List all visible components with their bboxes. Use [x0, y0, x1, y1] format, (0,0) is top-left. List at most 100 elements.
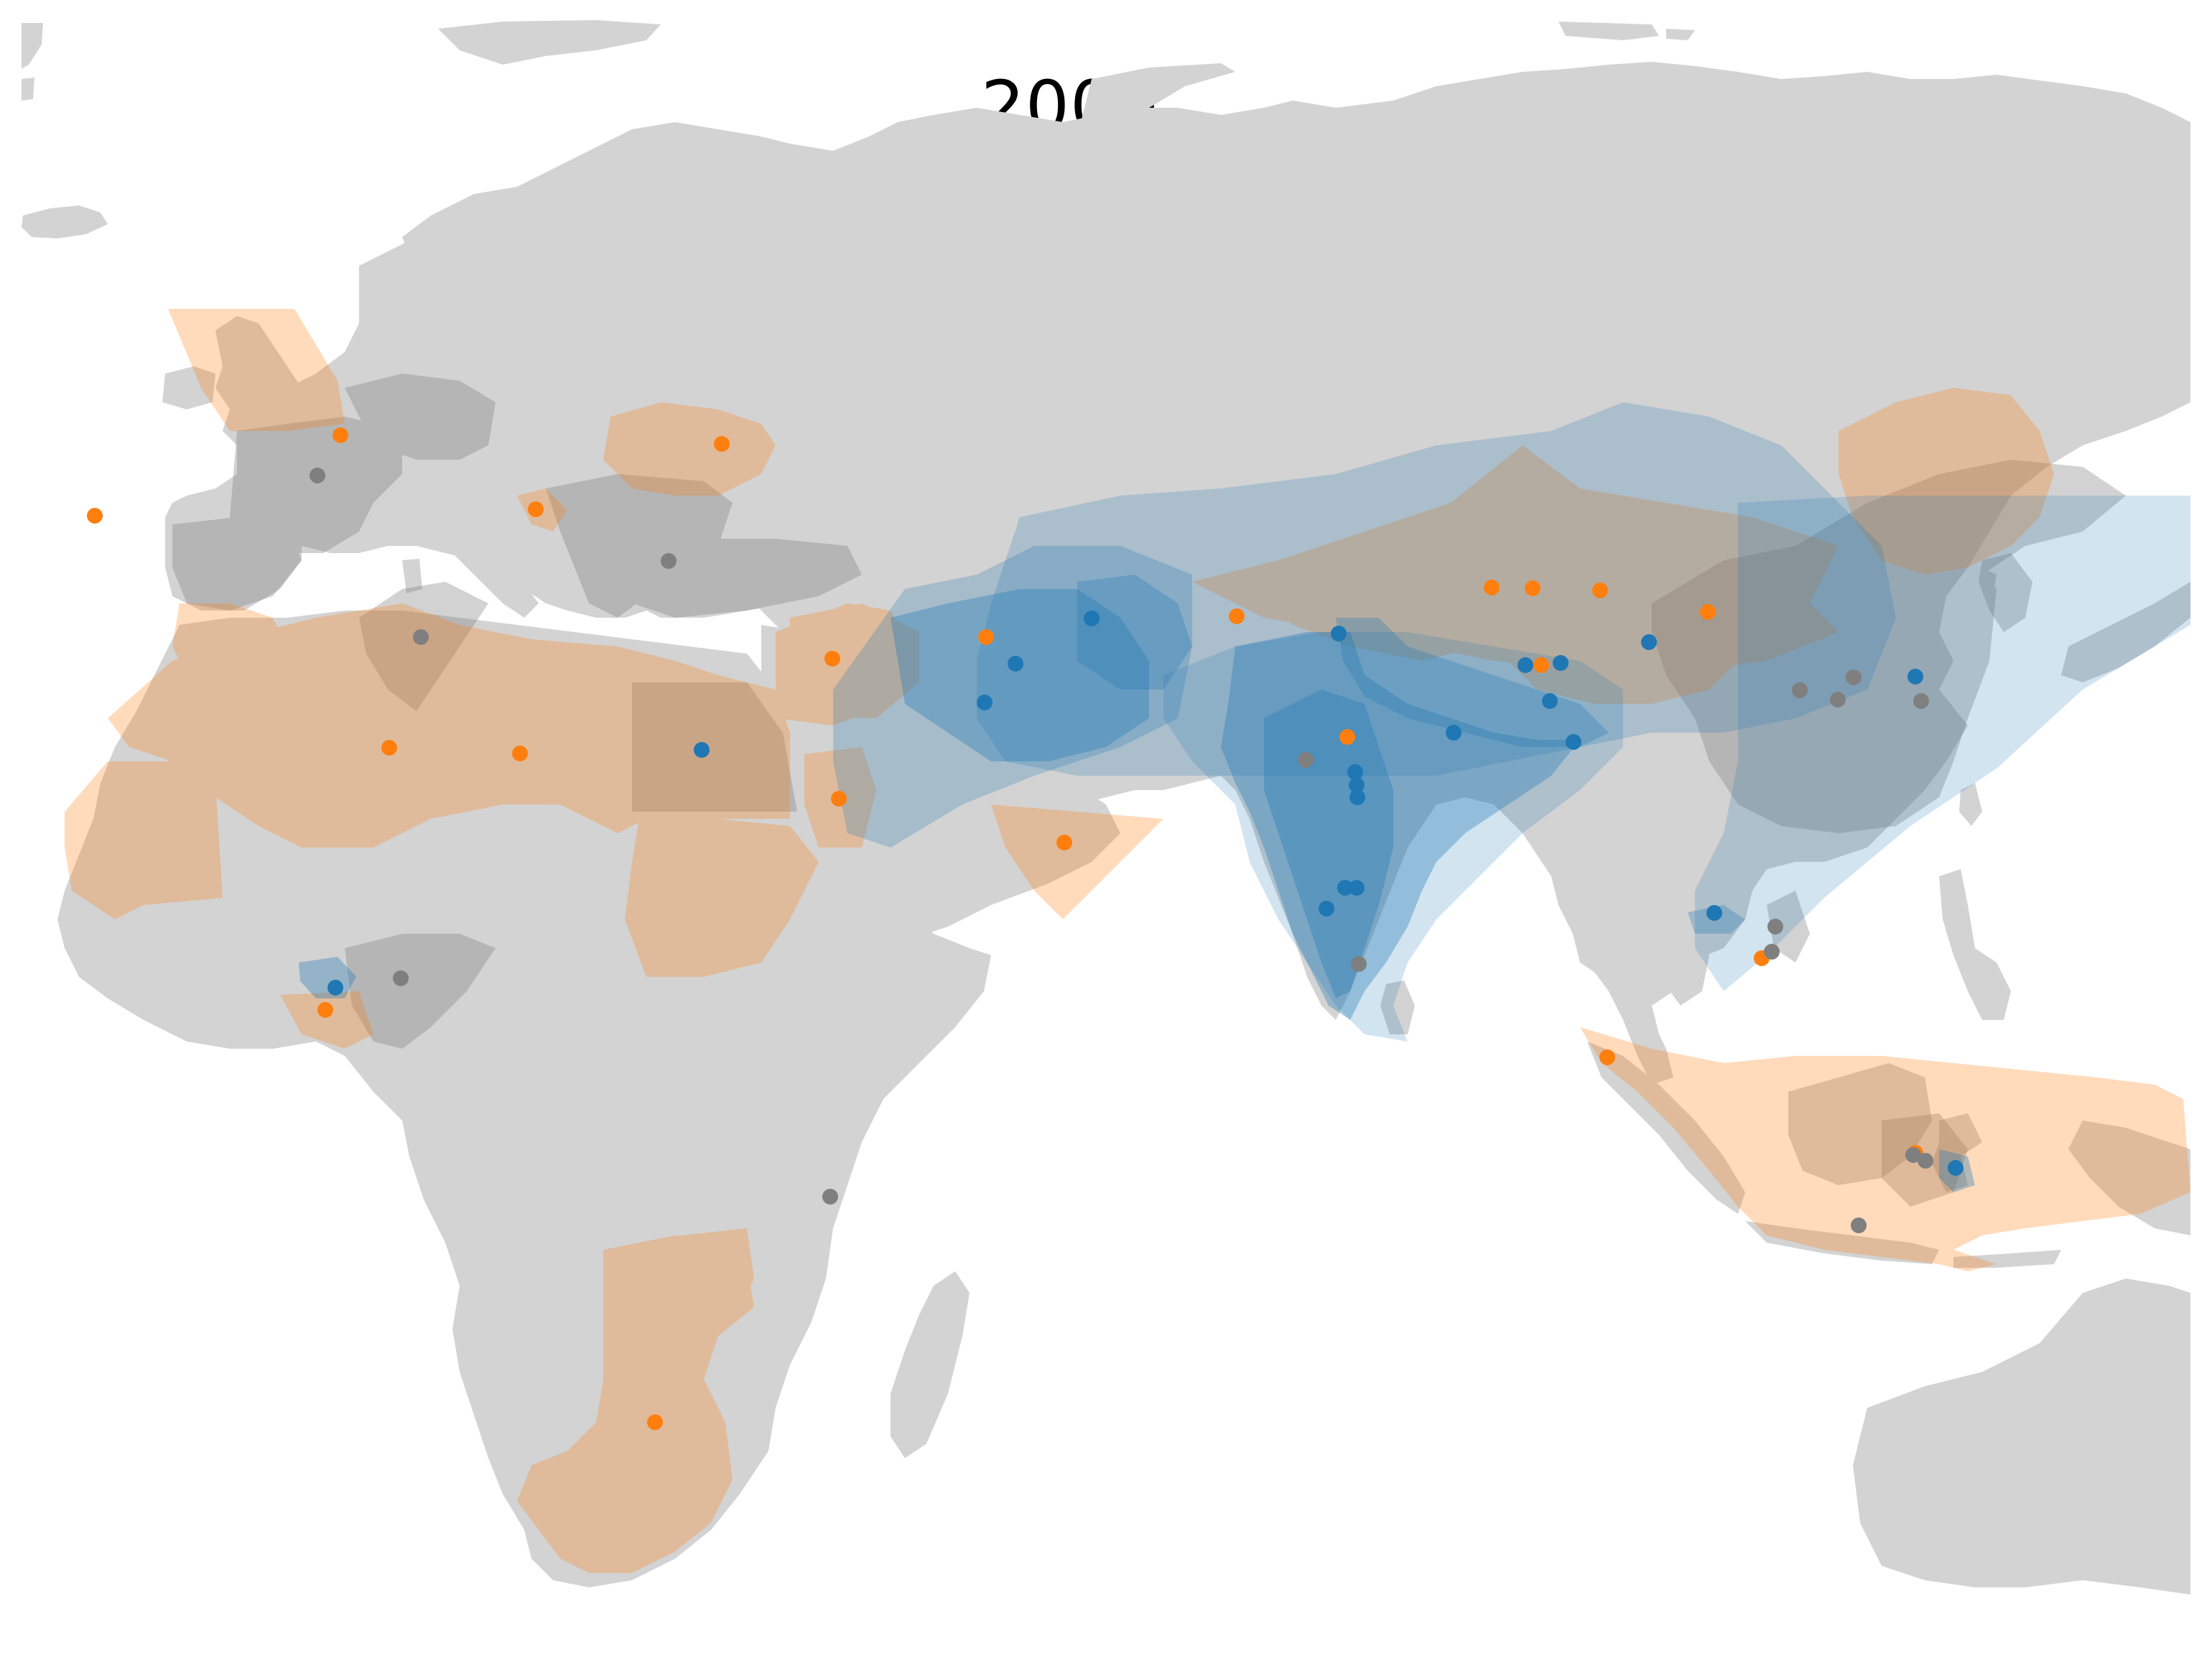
gray-region-nigeria — [345, 934, 496, 1049]
orange-region-north-africa — [108, 603, 790, 848]
landmass-japan — [2061, 582, 2190, 682]
marker-blue-21 — [1948, 1160, 1964, 1176]
blue-region-middle-east-wide — [833, 546, 1192, 848]
marker-orange-21 — [1599, 1049, 1615, 1065]
marker-orange-16 — [1592, 583, 1608, 598]
marker-blue-15 — [1349, 777, 1365, 793]
marker-orange-5 — [381, 740, 397, 756]
blue-region-india — [1221, 632, 1580, 1020]
landmass-arctic-west — [22, 23, 43, 101]
gray-region-france — [230, 417, 402, 553]
orange-region-layer — [65, 309, 2190, 1573]
gray-region-china-east — [1795, 532, 1997, 776]
marker-orange-12 — [647, 1414, 663, 1430]
landmass-franz-josef — [1558, 22, 1695, 40]
landmass-java — [1745, 1221, 1939, 1264]
landmass-sardinia — [402, 559, 422, 593]
marker-blue-8 — [1518, 657, 1533, 673]
marker-blue-9 — [1553, 655, 1569, 671]
marker-blue-16 — [1349, 789, 1365, 805]
marker-blue-4 — [1008, 656, 1023, 672]
marker-orange-11 — [317, 1002, 333, 1018]
marker-blue-19 — [1319, 901, 1334, 917]
orange-region-mali — [65, 761, 223, 919]
landmass-madagascar — [891, 1271, 970, 1458]
blue-region-central-asia-wide — [977, 402, 1896, 776]
marker-blue-20 — [1706, 905, 1722, 921]
marker-orange-17 — [1700, 604, 1716, 620]
orange-region-iraq-levant — [790, 603, 919, 718]
orange-marker-layer — [87, 427, 1923, 1430]
landmass-eurasia — [165, 62, 2190, 1049]
orange-region-western-china — [1264, 546, 1508, 661]
marker-gray-13 — [1764, 944, 1780, 960]
landmass-great-britain — [215, 316, 323, 438]
landmass-anatolia — [618, 539, 862, 618]
gray-marker-layer — [310, 468, 1933, 1233]
orange-region-indonesia — [1580, 1027, 2190, 1271]
land-layer — [22, 20, 2190, 1595]
orange-region-morocco — [172, 603, 287, 690]
marker-gray-6 — [1298, 752, 1314, 768]
gray-region-china-north — [1795, 460, 2126, 589]
gray-region-iberia — [172, 517, 302, 611]
marker-blue-13 — [1907, 669, 1923, 685]
orange-region-sudan — [625, 819, 819, 977]
marker-gray-15 — [1918, 1153, 1933, 1169]
landmass-italy — [402, 496, 539, 618]
landmass-sulawesi — [1932, 1113, 1982, 1192]
landmass-indochina — [1551, 848, 1709, 1085]
gray-region-tunisia — [359, 582, 488, 711]
gray-region-vietnam — [1767, 891, 1810, 962]
gray-region-china — [1652, 539, 1997, 833]
landmass-borneo — [1788, 1063, 1932, 1185]
marker-orange-6 — [512, 746, 528, 761]
marker-orange-18 — [1533, 657, 1549, 673]
marker-gray-5 — [822, 1189, 838, 1205]
orange-region-oman — [991, 804, 1163, 919]
blue-region-afghanistan — [1077, 575, 1192, 690]
marker-blue-11 — [1566, 734, 1581, 750]
landmass-iceland — [22, 205, 108, 238]
blue-region-east-asia-wide — [1695, 496, 2190, 991]
orange-region-tibet — [1508, 589, 1738, 704]
gray-region-central-europe — [345, 374, 496, 460]
marker-orange-9 — [831, 791, 847, 807]
marker-gray-10 — [1846, 669, 1862, 685]
landmass-australia — [1853, 1279, 2190, 1595]
orange-region-mongolia — [1479, 488, 1839, 646]
marker-gray-9 — [1830, 692, 1846, 708]
marker-orange-15 — [1525, 580, 1540, 596]
blue-marker-layer — [327, 611, 1964, 1176]
landmass-svalbard — [438, 20, 661, 65]
blue-region-south-asia-outer — [1163, 632, 1623, 1042]
marker-gray-8 — [1792, 682, 1808, 698]
marker-orange-13 — [1229, 608, 1245, 624]
gray-region-egypt — [632, 682, 797, 812]
marker-orange-3 — [714, 436, 730, 452]
marker-blue-2 — [694, 742, 710, 758]
orange-region-nigeria — [280, 991, 373, 1049]
landmass-sumatra — [1587, 1042, 1745, 1214]
marker-blue-7 — [1446, 725, 1462, 741]
orange-region-zimbabwe — [675, 1228, 754, 1314]
landmass-new-guinea — [2068, 1121, 2190, 1235]
orange-region-southern-africa — [517, 1235, 754, 1573]
landmass-iberia — [165, 517, 302, 611]
marker-gray-12 — [1767, 919, 1783, 934]
orange-region-ukraine — [603, 402, 776, 496]
marker-orange-2 — [333, 427, 348, 443]
marker-gray-11 — [1913, 693, 1929, 709]
blue-region-layer — [299, 402, 2190, 1192]
orange-region-eastern-china — [1839, 388, 2054, 575]
orange-region-egypt-levant — [776, 603, 919, 725]
marker-gray-14 — [1905, 1147, 1921, 1163]
landmass-philippines — [1939, 869, 2011, 1020]
marker-blue-17 — [1337, 880, 1353, 896]
landmass-sri-lanka — [1380, 980, 1415, 1034]
marker-blue-14 — [1347, 764, 1363, 780]
blue-region-iran — [891, 589, 1149, 761]
marker-blue-12 — [1641, 634, 1657, 650]
landmass-africa — [57, 611, 991, 1587]
marker-gray-2 — [661, 553, 677, 569]
